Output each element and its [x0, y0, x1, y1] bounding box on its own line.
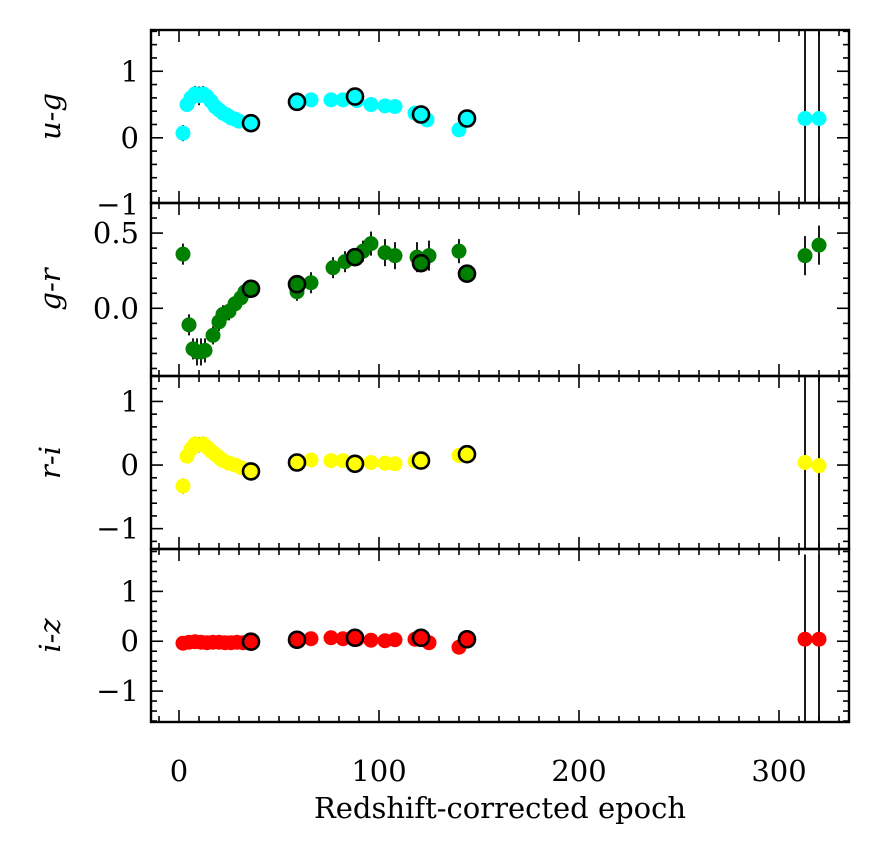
- highlighted-point-u-g-3: [411, 105, 431, 124]
- highlighted-point-r-i-2: [345, 454, 365, 474]
- data-point-g-r-25: [811, 237, 827, 253]
- data-point-g-r-15: [325, 260, 341, 276]
- highlighted-point-g-r-1: [287, 274, 307, 294]
- data-point-g-r-1: [181, 317, 197, 333]
- highlighted-point-i-z-0: [241, 632, 261, 652]
- highlighted-point-r-i-1: [287, 453, 307, 472]
- y-tick-label-u-g: −1: [96, 187, 139, 221]
- data-point-g-r-23: [451, 243, 467, 259]
- x-tick-label: 100: [351, 754, 406, 788]
- data-point-i-z-16: [363, 632, 379, 648]
- data-point-g-r-24: [797, 248, 813, 264]
- data-point-u-g-20: [363, 97, 379, 113]
- data-point-u-g-26: [797, 110, 813, 126]
- highlighted-point-u-g-1: [287, 92, 307, 112]
- plot-area-g-r: [175, 225, 827, 366]
- data-point-u-g-22: [387, 99, 403, 115]
- y-tick-label-i-z: 1: [121, 574, 139, 608]
- highlighted-point-r-i-0: [241, 462, 261, 481]
- plot-area-u-g: [175, 30, 827, 203]
- data-point-r-i-25: [811, 458, 827, 474]
- data-point-r-i-0: [175, 478, 191, 494]
- y-axis-label-g-r: g-r: [33, 266, 67, 310]
- highlighted-point-g-r-2: [345, 247, 365, 267]
- highlighted-point-g-r-4: [457, 264, 477, 284]
- panels-layer: −1 0 1 u-g 0.0 0.5 g-r −1 0 1 r-i −1 0 1 i-z 0 100 200 300: [33, 28, 851, 788]
- data-point-i-z-12: [303, 631, 319, 647]
- data-point-u-g-16: [303, 92, 319, 108]
- y-tick-label-r-i: 0: [121, 448, 139, 482]
- panel-frame-i-z: [149, 547, 851, 724]
- x-tick-label: 200: [551, 754, 606, 788]
- y-tick-label-u-g: 0: [121, 121, 139, 155]
- data-point-r-i-24: [797, 455, 813, 470]
- data-point-i-z-23: [811, 631, 827, 647]
- plot-area-i-z: [175, 554, 827, 722]
- data-point-r-i-16: [323, 453, 339, 469]
- highlighted-point-i-z-3: [411, 628, 431, 648]
- y-axis-label-i-z: i-z: [33, 618, 67, 653]
- y-tick-label-g-r: 0.0: [93, 291, 139, 325]
- highlighted-point-r-i-4: [457, 444, 477, 464]
- data-point-g-r-5: [197, 342, 213, 358]
- data-point-g-r-18: [363, 236, 379, 252]
- y-tick-label-r-i: 1: [121, 384, 139, 418]
- y-tick-label-u-g: 1: [121, 54, 139, 88]
- data-point-g-r-0: [175, 246, 191, 262]
- y-tick-label-r-i: −1: [96, 512, 139, 546]
- data-point-g-r-20: [387, 248, 403, 264]
- y-axis-label-r-i: r-i: [33, 446, 67, 479]
- y-axis-label-u-g: u-g: [33, 93, 67, 140]
- panel-g-r: 0.0 0.5 g-r: [33, 201, 851, 378]
- y-tick-label-g-r: 0.5: [93, 216, 139, 250]
- x-tick-label: 300: [751, 754, 806, 788]
- plot-area-r-i: [175, 376, 827, 549]
- y-tick-label-i-z: 0: [121, 624, 139, 658]
- data-point-g-r-14: [303, 275, 319, 291]
- panel-u-g: −1 0 1 u-g: [33, 28, 851, 221]
- panel-frame-r-i: [149, 374, 851, 551]
- highlighted-point-i-z-4: [457, 629, 477, 649]
- panel-i-z: −1 0 1 i-z: [33, 547, 851, 724]
- highlighted-point-u-g-0: [241, 113, 261, 133]
- data-point-i-z-18: [387, 632, 403, 648]
- x-tick-label: 0: [170, 754, 188, 788]
- data-point-r-i-19: [363, 455, 379, 470]
- data-point-i-z-13: [323, 630, 339, 646]
- highlighted-point-g-r-0: [241, 279, 261, 299]
- highlighted-point-g-r-3: [411, 253, 431, 273]
- highlighted-point-r-i-3: [411, 451, 431, 470]
- highlighted-point-u-g-2: [345, 87, 365, 106]
- panel-r-i: −1 0 1 r-i: [33, 374, 851, 551]
- data-point-u-g-27: [811, 110, 827, 126]
- y-tick-label-i-z: −1: [96, 674, 139, 708]
- x-axis-label: Redshift-corrected epoch: [314, 791, 686, 825]
- highlighted-point-u-g-4: [457, 109, 477, 128]
- data-point-r-i-21: [387, 456, 403, 472]
- data-point-u-g-0: [175, 125, 191, 141]
- data-point-r-i-15: [303, 452, 319, 468]
- data-point-u-g-17: [323, 92, 339, 108]
- data-point-i-z-22: [797, 631, 813, 647]
- highlighted-point-i-z-1: [287, 630, 307, 650]
- highlighted-point-i-z-2: [345, 628, 365, 648]
- data-point-g-r-6: [205, 327, 221, 343]
